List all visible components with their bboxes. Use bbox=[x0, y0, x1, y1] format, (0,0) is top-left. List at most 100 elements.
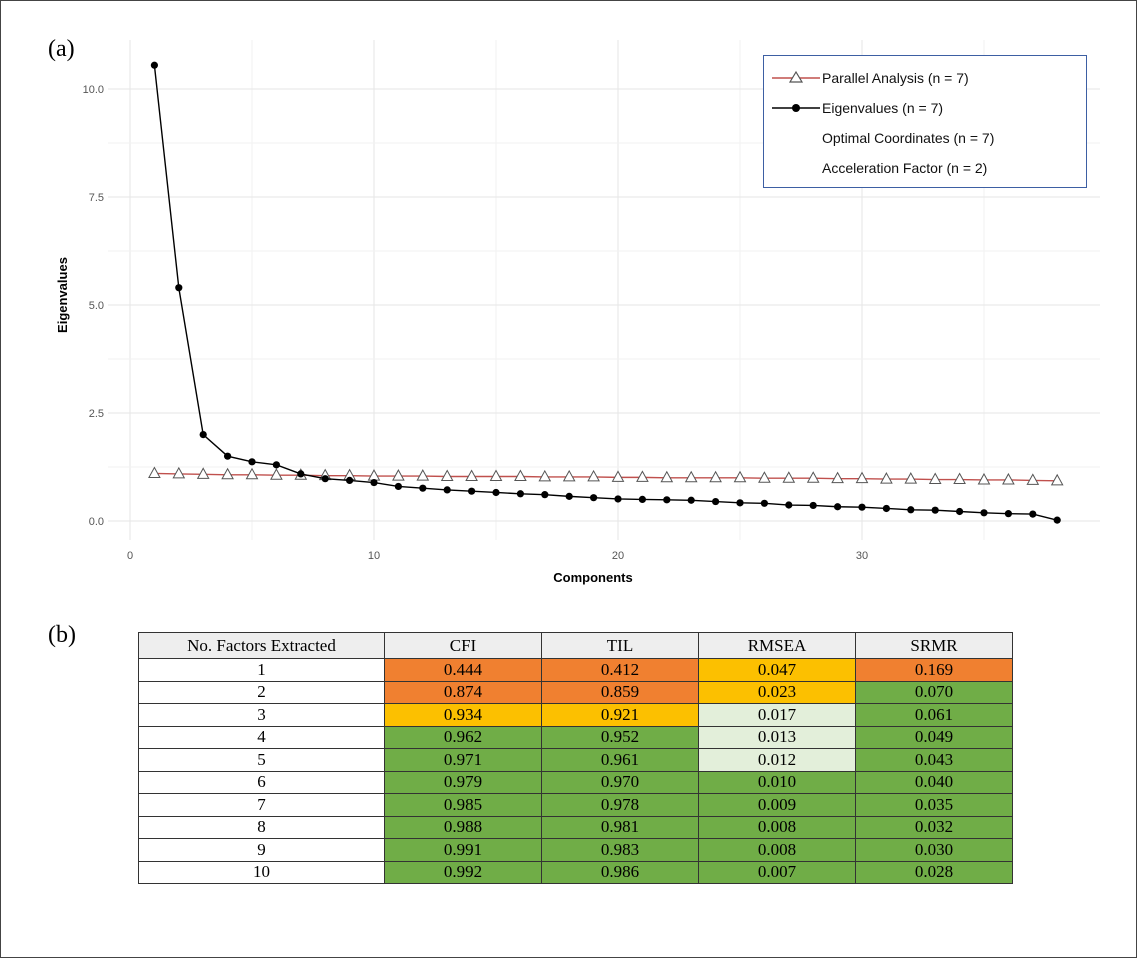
table-row: 1 0.444 0.412 0.047 0.169 bbox=[138, 658, 1013, 682]
legend-label: Parallel Analysis (n = 7) bbox=[822, 70, 969, 86]
fit-index-cell: 0.017 bbox=[698, 703, 856, 727]
eigenvalue-point bbox=[1053, 516, 1061, 524]
parallel-analysis-point bbox=[221, 467, 234, 480]
fit-index-cell: 0.008 bbox=[698, 838, 856, 862]
grid-lines bbox=[108, 40, 1100, 540]
table-row: 7 0.985 0.978 0.009 0.035 bbox=[138, 793, 1013, 817]
eigenvalue-point bbox=[931, 506, 939, 514]
fit-index-cell: 0.032 bbox=[855, 815, 1013, 839]
eigenvalue-point bbox=[370, 478, 378, 487]
eigenvalue-point bbox=[809, 501, 817, 510]
factor-count-cell: 9 bbox=[138, 838, 385, 862]
fit-index-cell: 0.007 bbox=[698, 860, 856, 884]
parallel-analysis-point bbox=[1002, 472, 1015, 485]
table-row: 6 0.979 0.970 0.010 0.040 bbox=[138, 770, 1013, 794]
eigenvalue-point bbox=[638, 495, 647, 503]
eigenvalue-point bbox=[687, 496, 695, 504]
fit-index-cell: 0.070 bbox=[855, 680, 1013, 704]
legend-item-eigenvalues: Eigenvalues (n = 7) bbox=[764, 96, 943, 120]
scree-plot: 0 10 20 30 0.0 2.5 5.0 7.5 10.0 Components Eigen… bbox=[55, 40, 1100, 585]
eigenvalue-point bbox=[443, 486, 451, 494]
parallel-analysis-point bbox=[416, 469, 430, 481]
parallel-analysis-point bbox=[831, 471, 844, 484]
eigenvalue-point bbox=[394, 482, 402, 491]
table-row: 9 0.991 0.983 0.008 0.030 bbox=[138, 838, 1013, 862]
x-axis-label: Components bbox=[553, 570, 632, 585]
panel-label-a: (a) bbox=[48, 36, 75, 62]
y-tick-label: 0.0 bbox=[89, 516, 104, 528]
factor-count-cell: 10 bbox=[138, 860, 385, 884]
fit-index-cell: 0.028 bbox=[855, 860, 1013, 884]
factor-count-cell: 3 bbox=[138, 703, 385, 727]
parallel-analysis-point bbox=[1050, 473, 1064, 486]
parallel-analysis-point bbox=[514, 469, 527, 482]
table-row: 2 0.874 0.859 0.023 0.070 bbox=[138, 680, 1013, 704]
fit-index-cell: 0.983 bbox=[541, 838, 699, 862]
fit-index-cell: 0.978 bbox=[541, 793, 699, 817]
table-header-row: No. Factors Extracted CFI TIL RMSEA SRMR bbox=[138, 632, 1013, 659]
parallel-analysis-point bbox=[733, 470, 747, 483]
table-header-cell: RMSEA bbox=[698, 632, 856, 659]
parallel-analysis-point bbox=[880, 472, 893, 484]
eigenvalue-point bbox=[663, 496, 671, 504]
parallel-analysis-point bbox=[709, 470, 722, 483]
factor-count-cell: 6 bbox=[138, 770, 385, 794]
parallel-analysis-point bbox=[538, 469, 552, 482]
parallel-analysis-point bbox=[270, 468, 283, 480]
eigenvalue-point bbox=[224, 452, 232, 460]
parallel-analysis-point bbox=[806, 471, 820, 483]
eigenvalue-point bbox=[980, 509, 988, 517]
parallel-analysis-point bbox=[660, 470, 674, 483]
fit-index-cell: 0.985 bbox=[384, 793, 542, 817]
parallel-analysis-point bbox=[758, 471, 771, 483]
x-tick-label: 10 bbox=[368, 550, 380, 562]
parallel-analysis-point bbox=[562, 469, 576, 482]
factor-count-cell: 7 bbox=[138, 793, 385, 817]
eigenvalue-point bbox=[419, 484, 427, 492]
table-row: 5 0.971 0.961 0.012 0.043 bbox=[138, 748, 1013, 772]
parallel-analysis-point bbox=[1026, 473, 1040, 485]
eigenvalue-point bbox=[736, 499, 744, 507]
factor-count-cell: 8 bbox=[138, 815, 385, 839]
parallel-analysis-point bbox=[855, 471, 869, 484]
parallel-analysis-point bbox=[636, 470, 649, 482]
table-row: 4 0.962 0.952 0.013 0.049 bbox=[138, 725, 1013, 749]
factor-count-cell: 4 bbox=[138, 725, 385, 749]
circle-marker-icon bbox=[770, 98, 822, 118]
fit-index-cell: 0.991 bbox=[384, 838, 542, 862]
parallel-analysis-line bbox=[154, 472, 1058, 482]
fit-index-cell: 0.979 bbox=[384, 770, 542, 794]
legend-item-parallel-analysis: Parallel Analysis (n = 7) bbox=[764, 66, 969, 90]
eigenvalue-point bbox=[1029, 510, 1037, 518]
eigenvalue-point bbox=[492, 488, 500, 497]
fit-index-cell: 0.049 bbox=[855, 725, 1013, 749]
table-header-cell: SRMR bbox=[855, 632, 1013, 659]
eigenvalue-point bbox=[248, 458, 256, 466]
parallel-analysis-point bbox=[611, 470, 625, 482]
table-header-cell: TIL bbox=[541, 632, 699, 659]
eigenvalue-point bbox=[199, 431, 207, 439]
eigenvalue-point bbox=[297, 470, 305, 478]
fit-index-cell: 0.040 bbox=[855, 770, 1013, 794]
chart-legend: Parallel Analysis (n = 7) Eigenvalues (n… bbox=[763, 55, 1087, 188]
factor-count-cell: 5 bbox=[138, 748, 385, 772]
factor-count-cell: 1 bbox=[138, 658, 385, 682]
eigenvalues-line bbox=[153, 65, 1058, 521]
fit-index-cell: 0.043 bbox=[855, 748, 1013, 772]
eigenvalue-point bbox=[175, 284, 183, 292]
eigenvalue-point bbox=[150, 61, 158, 69]
fit-index-cell: 0.859 bbox=[541, 680, 699, 704]
x-tick-label: 20 bbox=[612, 550, 624, 562]
fit-index-cell: 0.009 bbox=[698, 793, 856, 817]
eigenvalue-point bbox=[614, 495, 622, 503]
eigenvalue-point bbox=[858, 503, 866, 511]
y-tick-label: 10.0 bbox=[83, 84, 104, 96]
fit-index-cell: 0.988 bbox=[384, 815, 542, 839]
parallel-analysis-point bbox=[953, 472, 966, 485]
parallel-analysis-point bbox=[392, 469, 405, 481]
fit-index-cell: 0.874 bbox=[384, 680, 542, 704]
fit-index-cell: 0.952 bbox=[541, 725, 699, 749]
fit-index-cell: 0.023 bbox=[698, 680, 856, 704]
eigenvalue-point bbox=[712, 497, 720, 506]
